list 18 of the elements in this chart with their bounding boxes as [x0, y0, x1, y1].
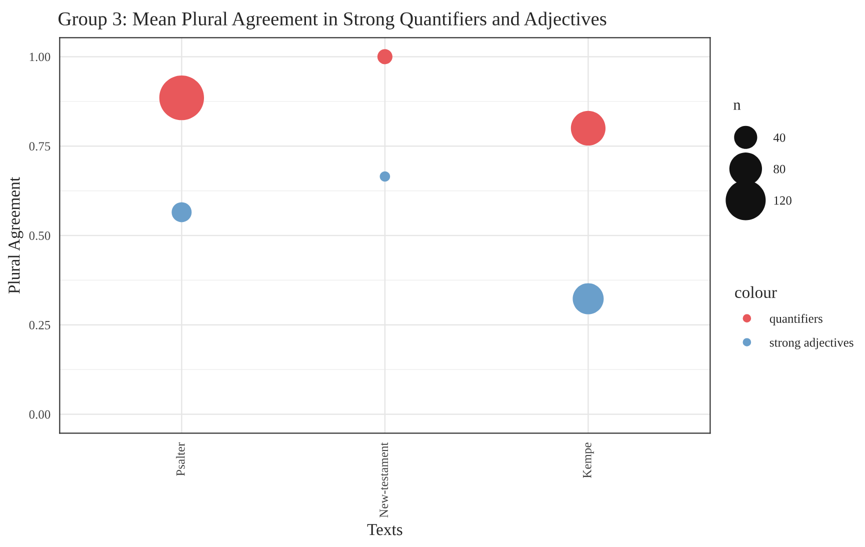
chart-title: Group 3: Mean Plural Agreement in Strong Quantifiers and Adjectives [58, 12, 606, 30]
x-tick-label: New-testament [380, 442, 388, 518]
y-tick-label: 1.00 [30, 52, 50, 62]
x-tick-label: Psalter [176, 442, 185, 476]
y-tick-label: 0.75 [29, 142, 50, 151]
y-tick-label: 0.50 [29, 232, 50, 240]
y-axis-title: Plural Agreement [8, 177, 24, 294]
text: n [734, 102, 741, 110]
x-axis-title: Texts [367, 524, 402, 536]
y-tick-label: 0.00 [29, 410, 50, 419]
legend-label: 80 [774, 164, 786, 174]
x-tick-label: Kempe [583, 442, 594, 478]
legend-label: strong adjectives [770, 338, 854, 350]
legend-label: quantifiers [770, 314, 822, 326]
legend-label: 120 [774, 196, 792, 205]
y-tick-label: 0.25 [29, 320, 50, 330]
legend-label: 40 [773, 133, 786, 142]
legend-title: colour [735, 286, 777, 298]
